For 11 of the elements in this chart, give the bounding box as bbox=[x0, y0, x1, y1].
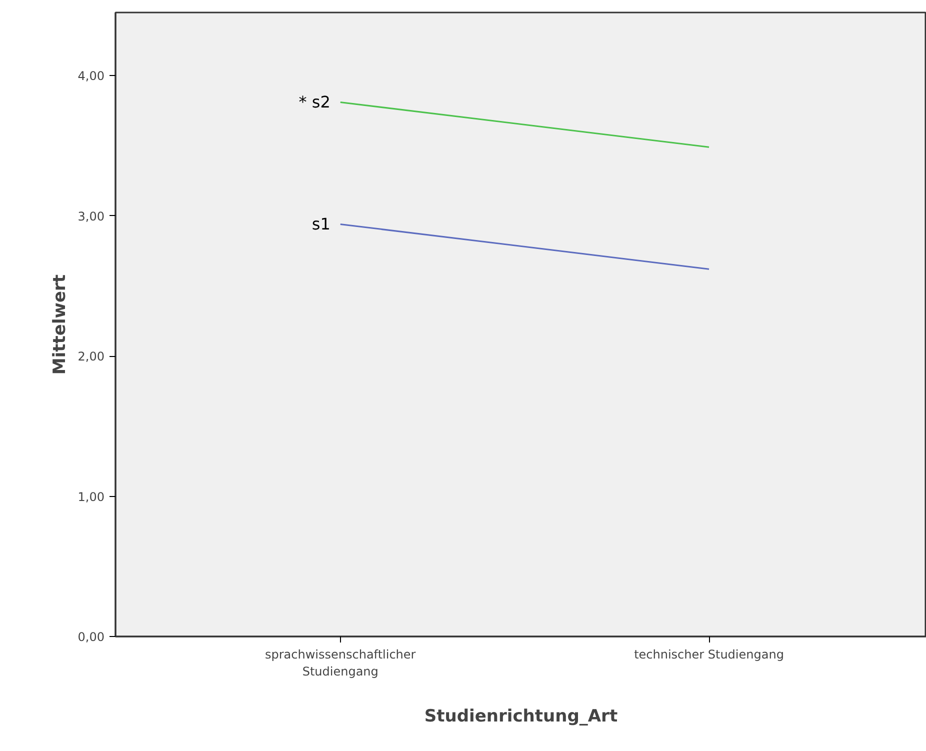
y-tick-label: 3,00 bbox=[78, 209, 104, 224]
y-axis-title: Mittelwert bbox=[50, 274, 70, 375]
y-tick-label: 1,00 bbox=[78, 490, 104, 504]
series-label: * s2 bbox=[298, 92, 330, 112]
x-tick-label: sprachwissenschaftlicher Studiengang bbox=[265, 648, 416, 678]
x-axis-title: Studienrichtung_Art bbox=[424, 706, 618, 726]
y-tick-label: 4,00 bbox=[78, 69, 104, 84]
y-tick-label: 2,00 bbox=[78, 350, 104, 364]
series-label: s1 bbox=[312, 214, 330, 234]
y-tick-label: 0,00 bbox=[78, 630, 104, 644]
x-tick-label: technischer Studiengang bbox=[634, 648, 784, 662]
